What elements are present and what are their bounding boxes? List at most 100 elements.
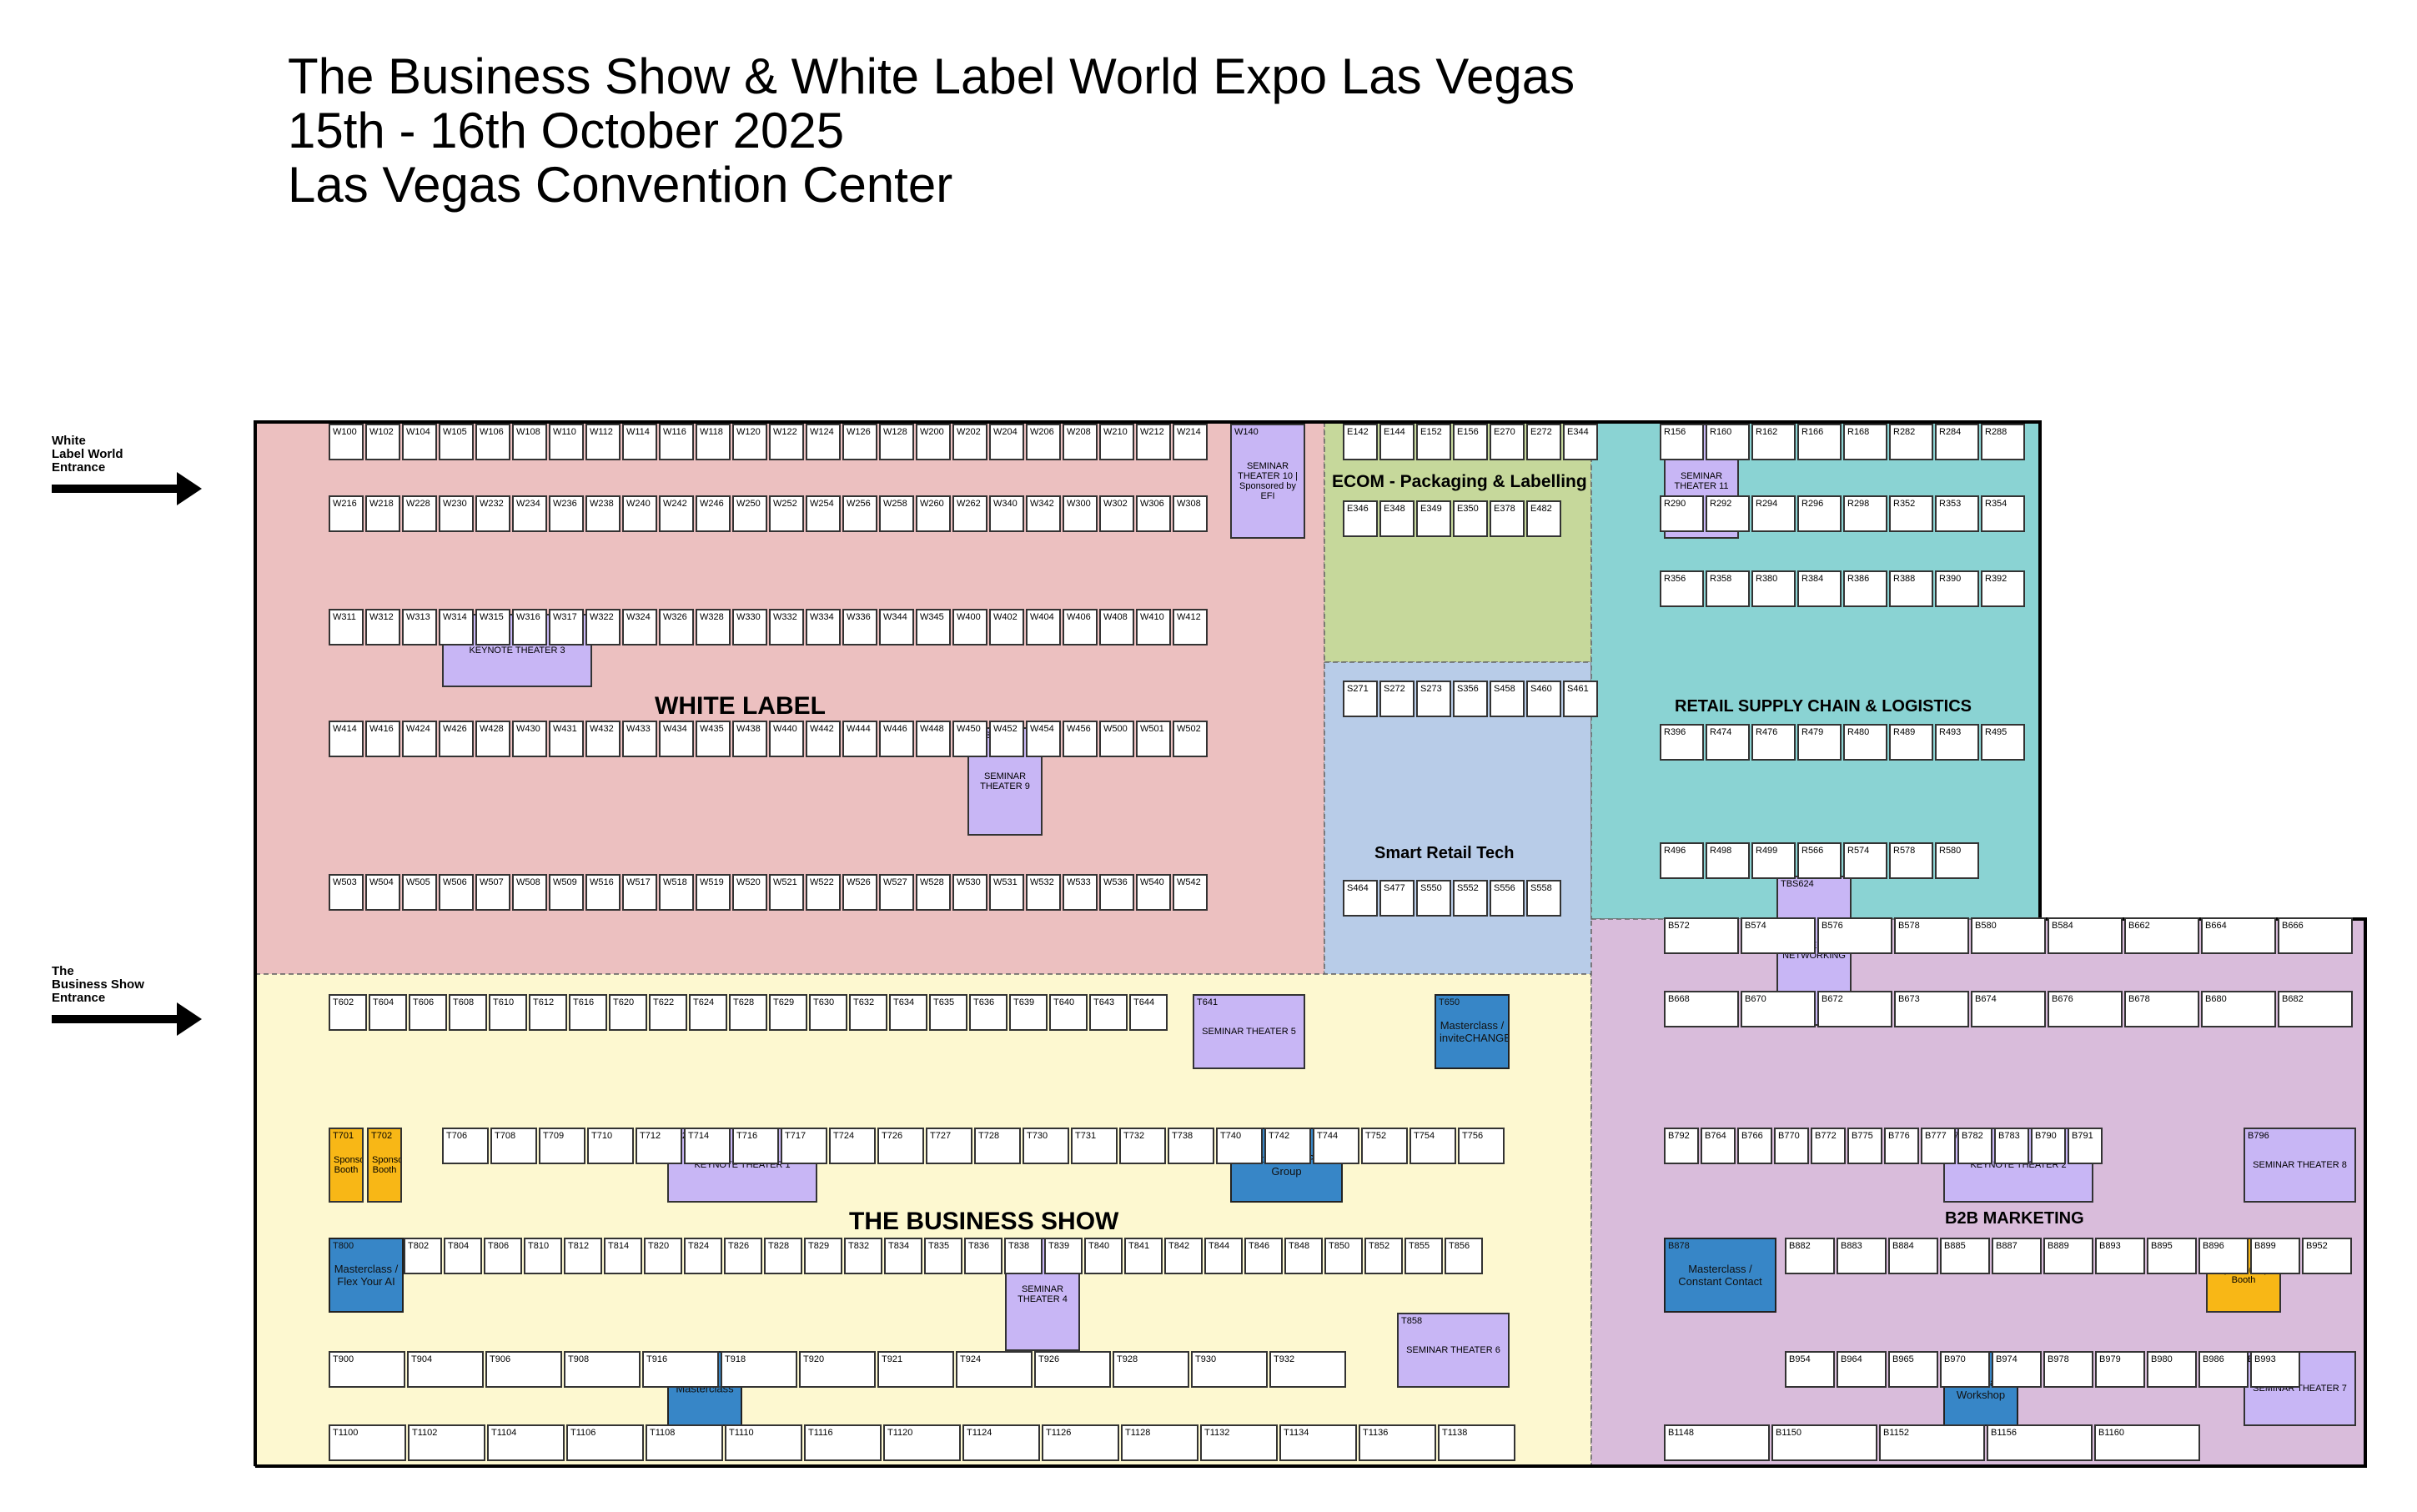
booth-w236[interactable]: W236 — [549, 495, 584, 532]
booth-w315[interactable]: W315 — [475, 609, 510, 645]
booth-w102[interactable]: W102 — [365, 424, 400, 460]
booth-w431[interactable]: W431 — [549, 721, 584, 757]
booth-w336[interactable]: W336 — [842, 609, 877, 645]
booth-t730[interactable]: T730 — [1023, 1128, 1069, 1164]
booth-t804[interactable]: T804 — [444, 1238, 482, 1274]
booth-b899[interactable]: B899 — [2250, 1238, 2300, 1274]
booth-w126[interactable]: W126 — [842, 424, 877, 460]
booth-t930[interactable]: T930 — [1191, 1351, 1268, 1388]
stand-seminar10[interactable]: W140 SEMINAR THEATER 10 | Sponsored by EF… — [1230, 424, 1305, 539]
booth-w313[interactable]: W313 — [402, 609, 437, 645]
booth-w212[interactable]: W212 — [1136, 424, 1171, 460]
booth-w240[interactable]: W240 — [622, 495, 657, 532]
booth-r162[interactable]: R162 — [1751, 424, 1796, 460]
booth-t856[interactable]: T856 — [1445, 1238, 1483, 1274]
booth-t717[interactable]: T717 — [781, 1128, 827, 1164]
booth-w106[interactable]: W106 — [475, 424, 510, 460]
booth-r290[interactable]: R290 — [1660, 495, 1704, 532]
booth-e346[interactable]: E346 — [1343, 500, 1378, 537]
booth-t918[interactable]: T918 — [721, 1351, 797, 1388]
booth-t602[interactable]: T602 — [329, 994, 367, 1031]
booth-t634[interactable]: T634 — [889, 994, 927, 1031]
booth-w412[interactable]: W412 — [1173, 609, 1208, 645]
booth-w110[interactable]: W110 — [549, 424, 584, 460]
booth-t752[interactable]: T752 — [1361, 1128, 1408, 1164]
booth-w330[interactable]: W330 — [732, 609, 767, 645]
booth-r474[interactable]: R474 — [1706, 724, 1750, 761]
booth-t924[interactable]: T924 — [956, 1351, 1033, 1388]
booth-b792[interactable]: B792 — [1664, 1128, 1699, 1164]
booth-t1120[interactable]: T1120 — [883, 1424, 961, 1461]
booth-w507[interactable]: W507 — [475, 874, 510, 911]
booth-w210[interactable]: W210 — [1099, 424, 1134, 460]
booth-t838[interactable]: T838 — [1004, 1238, 1043, 1274]
booth-t706[interactable]: T706 — [442, 1128, 489, 1164]
booth-w509[interactable]: W509 — [549, 874, 584, 911]
booth-t622[interactable]: T622 — [649, 994, 687, 1031]
booth-b662[interactable]: B662 — [2124, 917, 2199, 954]
booth-b895[interactable]: B895 — [2147, 1238, 2197, 1274]
booth-w433[interactable]: W433 — [622, 721, 657, 757]
booth-r498[interactable]: R498 — [1706, 842, 1750, 879]
booth-t632[interactable]: T632 — [849, 994, 887, 1031]
booth-t1132[interactable]: T1132 — [1200, 1424, 1278, 1461]
booth-s356[interactable]: S356 — [1453, 681, 1488, 717]
booth-t714[interactable]: T714 — [684, 1128, 731, 1164]
booth-r284[interactable]: R284 — [1935, 424, 1979, 460]
booth-t610[interactable]: T610 — [489, 994, 527, 1031]
booth-r352[interactable]: R352 — [1889, 495, 1933, 532]
booth-s556[interactable]: S556 — [1490, 880, 1525, 917]
booth-b1160[interactable]: B1160 — [2094, 1424, 2200, 1461]
booth-t644[interactable]: T644 — [1129, 994, 1168, 1031]
booth-t928[interactable]: T928 — [1113, 1351, 1189, 1388]
booth-t814[interactable]: T814 — [604, 1238, 642, 1274]
booth-w230[interactable]: W230 — [439, 495, 474, 532]
booth-t826[interactable]: T826 — [724, 1238, 762, 1274]
booth-w500[interactable]: W500 — [1099, 721, 1134, 757]
booth-w434[interactable]: W434 — [659, 721, 694, 757]
booth-w532[interactable]: W532 — [1026, 874, 1061, 911]
booth-t1102[interactable]: T1102 — [408, 1424, 485, 1461]
booth-r388[interactable]: R388 — [1889, 570, 1933, 607]
booth-w332[interactable]: W332 — [769, 609, 804, 645]
booth-w406[interactable]: W406 — [1063, 609, 1098, 645]
booth-w300[interactable]: W300 — [1063, 495, 1098, 532]
booth-b772[interactable]: B772 — [1811, 1128, 1846, 1164]
booth-e350[interactable]: E350 — [1453, 500, 1488, 537]
booth-r156[interactable]: R156 — [1660, 424, 1704, 460]
booth-t709[interactable]: T709 — [539, 1128, 585, 1164]
booth-w533[interactable]: W533 — [1063, 874, 1098, 911]
booth-w416[interactable]: W416 — [365, 721, 400, 757]
booth-b979[interactable]: B979 — [2095, 1351, 2145, 1388]
booth-t710[interactable]: T710 — [587, 1128, 634, 1164]
booth-w208[interactable]: W208 — [1063, 424, 1098, 460]
booth-s271[interactable]: S271 — [1343, 681, 1378, 717]
booth-t727[interactable]: T727 — [926, 1128, 972, 1164]
booth-w302[interactable]: W302 — [1099, 495, 1134, 532]
booth-w122[interactable]: W122 — [769, 424, 804, 460]
booth-t846[interactable]: T846 — [1244, 1238, 1283, 1274]
booth-t732[interactable]: T732 — [1119, 1128, 1166, 1164]
booth-b993[interactable]: B993 — [2250, 1351, 2300, 1388]
booth-r566[interactable]: R566 — [1797, 842, 1842, 879]
booth-b682[interactable]: B682 — [2278, 991, 2353, 1027]
booth-b584[interactable]: B584 — [2048, 917, 2123, 954]
booth-w531[interactable]: W531 — [989, 874, 1024, 911]
booth-w502[interactable]: W502 — [1173, 721, 1208, 757]
booth-t628[interactable]: T628 — [729, 994, 767, 1031]
booth-w258[interactable]: W258 — [879, 495, 914, 532]
booth-r495[interactable]: R495 — [1981, 724, 2025, 761]
booth-w242[interactable]: W242 — [659, 495, 694, 532]
booth-t636[interactable]: T636 — [969, 994, 1008, 1031]
booth-t1110[interactable]: T1110 — [725, 1424, 802, 1461]
booth-t716[interactable]: T716 — [732, 1128, 779, 1164]
booth-r580[interactable]: R580 — [1935, 842, 1979, 879]
booth-w232[interactable]: W232 — [475, 495, 510, 532]
booth-r356[interactable]: R356 — [1660, 570, 1704, 607]
booth-w216[interactable]: W216 — [329, 495, 364, 532]
booth-w206[interactable]: W206 — [1026, 424, 1061, 460]
booth-w452[interactable]: W452 — [989, 721, 1024, 757]
booth-b580[interactable]: B580 — [1971, 917, 2046, 954]
booth-b666[interactable]: B666 — [2278, 917, 2353, 954]
booth-b965[interactable]: B965 — [1888, 1351, 1938, 1388]
